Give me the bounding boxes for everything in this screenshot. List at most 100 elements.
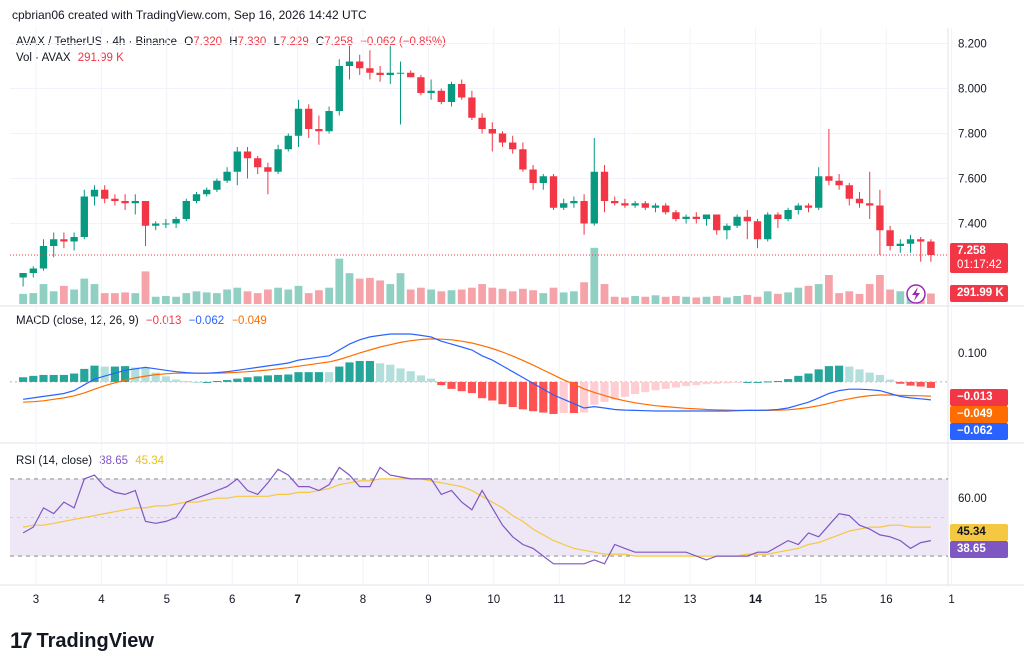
lightning-icon	[906, 284, 926, 304]
macd-histogram-bar	[671, 381, 680, 388]
macd-tick-label: 0.100	[958, 348, 987, 360]
candle-body	[600, 171, 609, 201]
change-value: −0.062 (−0.85%)	[360, 36, 446, 48]
volume-label[interactable]: Vol · AVAX	[16, 52, 71, 64]
macd-histogram-bar	[641, 381, 650, 393]
symbol-label[interactable]: AVAX / TetherUS · 4h · Binance	[16, 36, 178, 48]
macd-histogram-bar	[345, 362, 354, 382]
volume-bar	[723, 297, 731, 304]
candle-body	[866, 203, 874, 206]
candle-body	[60, 239, 68, 242]
volume-bar	[672, 296, 680, 304]
candle-body	[672, 212, 680, 219]
volume-bar	[284, 289, 293, 304]
macd-histogram-bar	[773, 380, 782, 382]
macd-histogram-bar	[19, 377, 28, 382]
candle-body	[906, 239, 915, 244]
macd-histogram-bar	[498, 381, 507, 405]
macd-histogram-bar	[569, 381, 578, 414]
volume-bar	[151, 296, 160, 304]
macd-histogram-bar	[335, 366, 344, 382]
volume-bar	[661, 296, 670, 304]
macd-histogram-bar	[784, 379, 793, 382]
macd-histogram-bar	[916, 381, 925, 387]
volume-bar	[162, 296, 170, 304]
candle-body	[203, 189, 211, 195]
volume-badge: 291.99 K	[950, 285, 1008, 302]
macd-histogram-bar	[896, 381, 905, 384]
volume-bar	[682, 296, 690, 304]
macd-histogram-bar	[355, 360, 364, 382]
price-tick-label: 8.000	[958, 84, 987, 96]
candle-body	[743, 216, 751, 222]
macd-histogram-bar	[631, 381, 640, 394]
macd-histogram-bar	[110, 366, 119, 382]
volume-bar	[835, 293, 843, 304]
volume-bar	[345, 273, 354, 304]
macd-histogram-bar	[712, 381, 721, 384]
time-tick-label: 15	[814, 594, 827, 606]
rsi-ma-line	[22, 478, 931, 557]
volume-bar	[508, 291, 517, 304]
candle-body	[70, 237, 78, 242]
macd-histogram-bar	[620, 381, 629, 397]
volume-legend: Vol · AVAX 291.99 K	[16, 52, 128, 64]
volume-bar	[437, 291, 446, 304]
macd-histogram-bar	[233, 378, 242, 382]
macd-signal-value: −0.049	[231, 315, 267, 327]
macd-histogram-bar	[692, 381, 701, 386]
volume-bar	[743, 294, 752, 304]
tradingview-logo[interactable]: 17 TradingView	[10, 628, 154, 654]
candle-body	[723, 225, 731, 231]
candle-body	[294, 108, 303, 136]
candle-body	[804, 205, 813, 208]
volume-bar	[580, 282, 588, 304]
candle-body	[549, 176, 558, 208]
macd-histogram-bar	[865, 372, 874, 382]
candle-body	[407, 72, 415, 78]
macd-histogram-bar	[845, 366, 854, 382]
price-badge: 7.258 01:17:42	[950, 243, 1008, 273]
candle-body	[651, 205, 660, 208]
candle-body	[774, 214, 782, 219]
candle-body	[356, 61, 364, 69]
macd-histogram-bar	[365, 360, 374, 382]
volume-bar	[855, 293, 864, 304]
macd-line-badge: −0.062	[950, 423, 1008, 440]
macd-histogram-bar	[151, 372, 160, 382]
macd-label[interactable]: MACD (close, 12, 26, 9)	[16, 315, 139, 327]
candle-body	[570, 201, 578, 204]
volume-bar	[202, 292, 211, 304]
time-tick-label: 14	[749, 594, 762, 606]
candle-body	[825, 176, 833, 181]
macd-histogram-bar	[743, 381, 752, 383]
candle-body	[498, 133, 507, 143]
macd-histogram-bar	[304, 372, 313, 382]
macd-histogram-bar	[753, 381, 762, 383]
macd-signal-line	[23, 338, 931, 411]
candle-body	[274, 149, 282, 172]
candle-body	[427, 90, 435, 93]
candle-body	[396, 72, 405, 74]
time-tick-label: 8	[360, 594, 366, 606]
macd-histogram-bar	[416, 375, 425, 382]
candle-body	[927, 241, 935, 255]
price-legend: AVAX / TetherUS · 4h · Binance O7.320 H7…	[16, 36, 450, 48]
candle-body	[80, 196, 88, 237]
macd-histogram-bar	[824, 366, 833, 382]
candle-body	[458, 84, 466, 98]
macd-histogram-bar	[926, 381, 935, 388]
volume-bar	[223, 289, 231, 304]
macd-histogram-bar	[610, 381, 619, 400]
rsi-label[interactable]: RSI (14, close)	[16, 455, 93, 467]
volume-bar	[111, 293, 119, 304]
volume-bar	[712, 296, 721, 304]
low-label: L	[273, 36, 280, 48]
macd-hist-value: −0.013	[145, 315, 182, 327]
macd-histogram-bar	[141, 367, 150, 382]
candle-body	[366, 68, 374, 73]
macd-line	[23, 333, 931, 412]
time-tick-label: 11	[553, 594, 565, 606]
candle-body	[794, 205, 802, 210]
